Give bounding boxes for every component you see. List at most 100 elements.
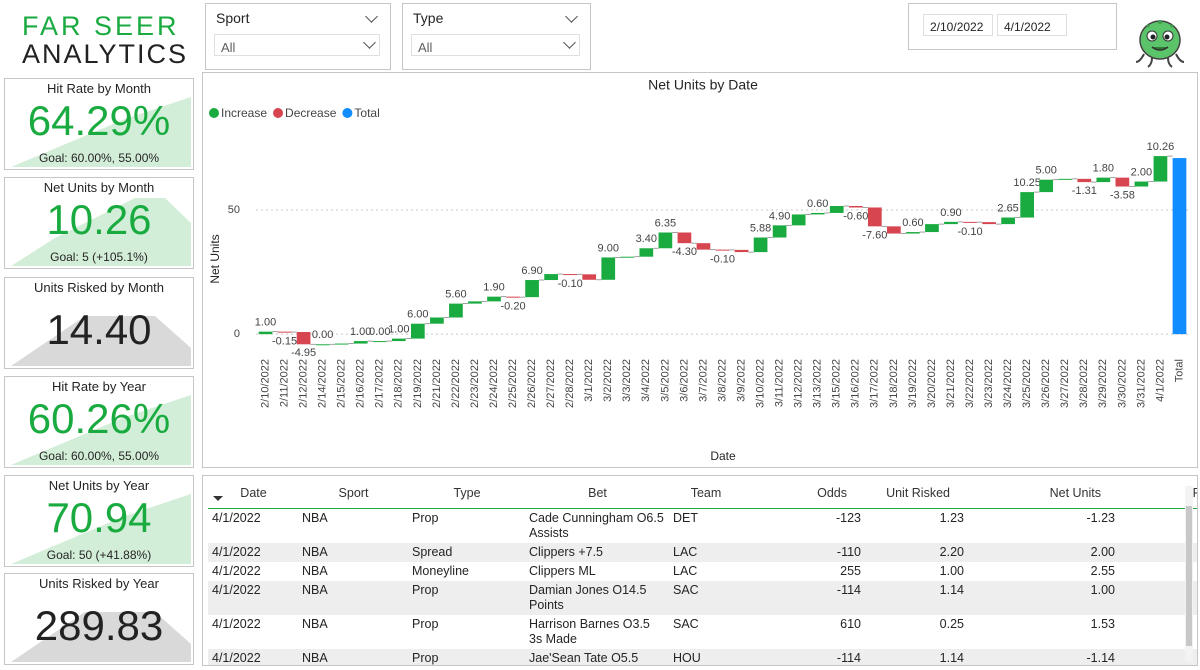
table-cell: 1.23 <box>939 511 964 525</box>
card-area <box>11 316 191 366</box>
x-tick-label: 2/23/2022 <box>469 359 481 408</box>
x-tick-label: 3/1/2022 <box>583 359 595 402</box>
card-area <box>11 494 191 564</box>
waterfall-bar <box>1153 156 1168 182</box>
x-axis-label: Date <box>710 449 736 463</box>
card-area <box>11 395 191 465</box>
waterfall-bar <box>506 296 520 298</box>
waterfall-bar <box>715 249 730 251</box>
data-label: 0.00 <box>369 326 390 338</box>
x-tick-label: 3/15/2022 <box>831 359 843 408</box>
waterfall-bar <box>810 212 825 215</box>
column-header: Bet <box>525 478 669 509</box>
legend-swatch <box>342 108 353 118</box>
scroll-thumb[interactable] <box>1186 506 1192 646</box>
sport-slicer[interactable]: Sport All <box>205 3 391 70</box>
bets-table: Date Sport Type Bet Team Odds Unit Risked Net U… <box>208 478 1197 665</box>
data-label: 5.00 <box>1035 165 1056 177</box>
x-tick-label: 3/10/2022 <box>754 359 766 408</box>
column-header: Result <box>1119 478 1197 509</box>
x-tick-label: 2/19/2022 <box>412 359 424 408</box>
x-tick-label: 3/28/2022 <box>1078 359 1090 408</box>
slicer-value[interactable]: All <box>411 34 580 56</box>
legend-swatch <box>273 108 284 118</box>
table-cell: NBA <box>298 581 408 615</box>
table-cell: -114 <box>742 649 865 665</box>
x-tick-label: 3/21/2022 <box>945 359 957 408</box>
x-tick-label: 3/4/2022 <box>640 359 652 402</box>
x-tick-label: 3/18/2022 <box>888 359 900 408</box>
waterfall-bar <box>696 243 711 250</box>
column-header: Unit Risked <box>865 478 968 509</box>
x-tick-label: 2/21/2022 <box>431 359 443 408</box>
waterfall-bar <box>734 249 749 253</box>
table-cell: -1.14 <box>968 649 1119 665</box>
waterfall-bar <box>944 221 958 225</box>
waterfall-bar <box>544 274 558 281</box>
data-label: -7.60 <box>862 229 887 241</box>
table-cell: SAC <box>669 581 742 615</box>
card-value: 14.40 <box>46 306 152 353</box>
data-label: -0.15 <box>272 336 297 348</box>
x-tick-label: 2/26/2022 <box>526 359 538 408</box>
table-cell: Prop <box>412 511 439 525</box>
x-tick-label: 3/20/2022 <box>926 359 938 408</box>
waterfall-bar <box>772 225 787 238</box>
y-axis-label: Net Units <box>208 234 222 283</box>
data-label: 0.60 <box>807 198 828 210</box>
waterfall-bar <box>468 301 482 304</box>
table-cell: Damian Jones O14.5 Points <box>525 581 669 615</box>
y-tick-label: 0 <box>234 328 240 340</box>
chevron <box>565 10 578 23</box>
x-tick-label: 3/23/2022 <box>983 359 995 408</box>
legend-label: Decrease <box>285 106 337 120</box>
x-tick-label: 2/14/2022 <box>317 359 329 408</box>
waterfall-chart: Net Units by Date Increase Decrease Total 0 5… <box>208 77 1189 463</box>
table-cell: 1.00 <box>939 564 964 578</box>
waterfall-bar <box>963 221 977 223</box>
table-cell: 0.25 <box>939 617 964 631</box>
card-value: 64.29% <box>27 97 171 144</box>
table-cell: 2.55 <box>1090 564 1115 578</box>
logo-line2: ANALYTICS <box>22 39 189 69</box>
type-slicer[interactable]: Type All <box>402 3 591 70</box>
table-cell: 255 <box>840 564 861 578</box>
table-cell: SAC <box>673 617 699 631</box>
table-cell: Harrison Barnes O3.5 3s Made <box>529 617 650 646</box>
column-header: Sport <box>298 478 408 509</box>
x-tick-label: Total <box>1173 359 1185 382</box>
end-date[interactable]: 4/1/2022 <box>997 14 1067 36</box>
table-cell: -123 <box>835 511 861 525</box>
card-sparkline <box>11 612 191 662</box>
data-label: -0.60 <box>843 210 868 222</box>
data-label: -0.10 <box>710 254 735 266</box>
start-date[interactable]: 2/10/2022 <box>923 14 993 36</box>
table-cell: 1.14 <box>865 581 968 615</box>
waterfall-bar <box>487 296 501 302</box>
card-value: 60.26% <box>27 395 171 442</box>
data-label: 0.90 <box>940 207 961 219</box>
kpi-card: Units Risked by Year 289.83 <box>4 573 194 665</box>
card-value: 10.26 <box>46 196 152 243</box>
table-cell: 1.00 <box>968 581 1119 615</box>
card-value: 70.94 <box>46 494 152 541</box>
card-goal: Goal: 60.00%, 55.00% <box>38 151 160 165</box>
table-cell: NBA <box>302 564 328 578</box>
waterfall-bar <box>601 257 616 280</box>
data-label: 1.00 <box>388 324 409 336</box>
waterfall-bar <box>582 274 597 280</box>
x-tick-label: 3/25/2022 <box>1021 359 1033 408</box>
x-tick-label: 3/17/2022 <box>869 359 881 408</box>
table-row: 4/1/2022 NBA Prop Jae'Sean Tate O5.5 HOU -114… <box>208 649 1197 665</box>
scrollbar[interactable] <box>1185 486 1193 661</box>
x-tick-label: 3/24/2022 <box>1002 359 1014 408</box>
data-label: -3.58 <box>1110 189 1135 201</box>
table-row: 4/1/2022 NBA Prop Damian Jones O14.5 Points… <box>208 581 1197 615</box>
slicer-value[interactable]: All <box>214 34 380 56</box>
table-cell: 4/1/2022 <box>208 581 298 615</box>
table-cell: Prop <box>408 581 525 615</box>
waterfall-bar <box>906 232 920 234</box>
table-cell: -1.23 <box>1086 511 1116 525</box>
table-row: 4/1/2022 NBA Spread Clippers +7.5 LAC -110 2.2… <box>208 543 1197 562</box>
